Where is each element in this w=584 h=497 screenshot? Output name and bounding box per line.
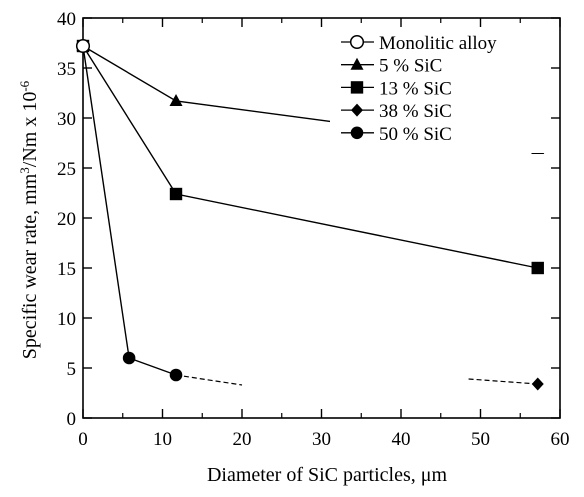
data-point-square — [531, 261, 544, 275]
legend-label: 13 % SiC — [379, 78, 452, 99]
y-axis-label-mid: /Nm x 10 — [19, 92, 41, 168]
y-tick-label: 25 — [57, 159, 76, 180]
legend-label: 50 % SiC — [379, 124, 452, 145]
data-point-circle-open — [349, 34, 365, 50]
y-axis-label-sup2: -6 — [17, 80, 32, 91]
legend-item-2: 13 % SiC — [341, 78, 452, 99]
data-point-circle-open — [75, 38, 91, 54]
data-point-circle — [122, 351, 136, 365]
legend-label: 5 % SiC — [379, 56, 442, 77]
legend-item-3: 38 % SiC — [341, 101, 452, 122]
data-point-diamond — [531, 377, 544, 391]
legend-label: 38 % SiC — [379, 101, 452, 122]
x-tick-label: 10 — [153, 429, 172, 450]
y-tick-label: 35 — [57, 59, 76, 80]
y-tick-label: 0 — [67, 409, 77, 430]
y-tick-label: 10 — [57, 309, 76, 330]
data-point-triangle — [350, 57, 364, 70]
legend-item-1: 5 % SiC — [341, 56, 442, 77]
x-tick-label: 50 — [471, 429, 490, 450]
series-dashed-line — [468, 378, 538, 385]
x-axis-label: Diameter of SiC particles, μm — [207, 464, 448, 486]
y-axis-label-main: Specific wear rate, mm — [19, 173, 41, 359]
data-point-circle — [169, 368, 183, 382]
legend-item-4: 50 % SiC — [341, 124, 452, 145]
y-tick-label: 20 — [57, 209, 76, 230]
series-line — [82, 45, 177, 376]
y-axis-label-sup1: 3 — [17, 167, 32, 174]
series-3 — [468, 377, 544, 391]
x-tick-label: 60 — [551, 429, 570, 450]
y-tick-label: 40 — [57, 9, 76, 30]
y-tick-label: 5 — [67, 359, 77, 380]
data-point-circle — [350, 126, 364, 140]
y-tick-label: 30 — [57, 109, 76, 130]
legend-label: Monolitic alloy — [379, 33, 497, 54]
x-tick-label: 20 — [233, 429, 252, 450]
series-dashed-line — [175, 374, 243, 386]
data-point-diamond — [351, 103, 363, 117]
data-point-triangle — [169, 94, 183, 106]
x-tick-label: 30 — [312, 429, 331, 450]
data-point-square — [169, 187, 183, 201]
x-tick-label: 40 — [392, 429, 411, 450]
data-point-square — [350, 81, 364, 94]
legend-background — [330, 27, 544, 153]
x-tick-label: 0 — [78, 429, 88, 450]
y-tick-label: 15 — [57, 259, 76, 280]
y-axis-label: Specific wear rate, mm3/Nm x 10-6 — [17, 80, 42, 359]
series-4 — [76, 39, 243, 386]
legend-item-0: Monolitic alloy — [341, 33, 497, 54]
